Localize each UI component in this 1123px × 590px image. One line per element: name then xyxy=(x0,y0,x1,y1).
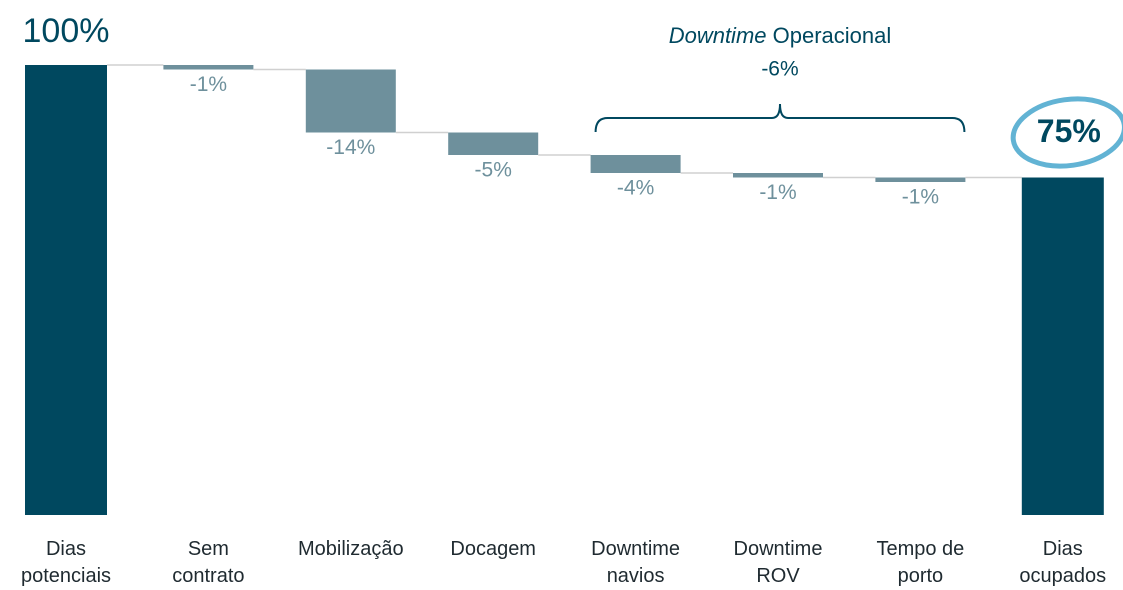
value-label: 100% xyxy=(23,12,110,50)
highlight-circle xyxy=(1010,96,1123,169)
value-label: -14% xyxy=(326,136,375,159)
annotation-title: Downtime Operacional xyxy=(669,23,892,48)
value-label: 75% xyxy=(1037,113,1101,149)
bar xyxy=(25,65,107,515)
x-tick-label: Sem contrato xyxy=(172,538,245,587)
value-label: -1% xyxy=(190,73,227,96)
bar xyxy=(1021,177,1104,515)
x-tick-label: Mobilização xyxy=(297,538,404,560)
x-tick-label: Dias potenciais xyxy=(20,538,112,587)
value-label: -4% xyxy=(617,177,654,200)
annotation-emphasis: Downtime xyxy=(669,23,767,48)
bar xyxy=(590,155,681,173)
annotation-value: -6% xyxy=(761,58,798,81)
value-label: -1% xyxy=(759,181,796,204)
bar xyxy=(305,69,396,133)
value-label: -1% xyxy=(902,186,939,209)
annotation-text: Operacional xyxy=(773,23,892,48)
x-tick-label: Tempo de porto xyxy=(876,538,965,587)
value-label: -5% xyxy=(475,159,512,182)
bar xyxy=(733,173,823,178)
x-tick-label: Docagem xyxy=(450,538,536,560)
bar xyxy=(163,65,254,70)
x-tick-label: Dias ocupados xyxy=(1019,538,1107,587)
x-tick-label: Downtime ROV xyxy=(733,538,823,587)
bracket xyxy=(594,103,966,133)
bar xyxy=(875,177,966,182)
x-tick-label: Downtime navios xyxy=(591,538,681,587)
bar xyxy=(448,132,539,155)
